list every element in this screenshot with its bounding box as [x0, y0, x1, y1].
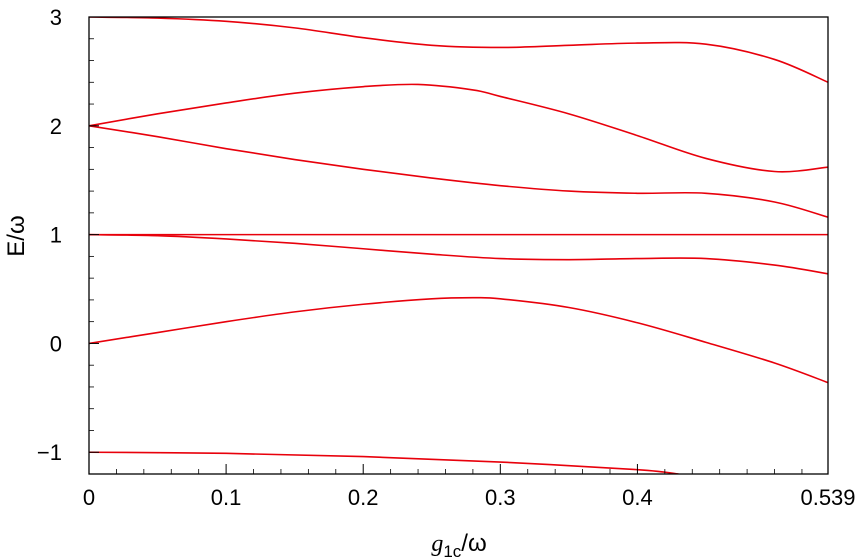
x-tick-label-5: 0.4: [622, 485, 653, 510]
series-line-2: [89, 296, 828, 384]
series-line-4: [89, 233, 828, 275]
y-tick-label-1: −1: [37, 440, 62, 465]
series-layer: [89, 17, 828, 474]
labels-layer: 0 0.1 0.2 0.3 0.4 0.539 −1 0 1 2 3: [37, 5, 856, 510]
series-line-5: [89, 125, 828, 218]
plot-frame: [88, 16, 829, 475]
y-axis-title: E/ω: [3, 215, 30, 256]
x-axis-title-base: g: [431, 531, 443, 557]
series-line-6: [89, 83, 828, 173]
x-axis-title: g1c/ω: [431, 530, 486, 559]
ticks-layer: [88, 16, 829, 474]
x-tick-label-2: 0.1: [211, 485, 242, 510]
series-line-7: [89, 17, 828, 84]
x-tick-label-4: 0.3: [485, 485, 516, 510]
x-tick-label-6: 0.539: [800, 485, 855, 510]
x-tick-label-1: 0: [83, 485, 95, 510]
series-line-1: [89, 451, 679, 474]
y-tick-label-2: 0: [50, 331, 62, 356]
x-tick-label-3: 0.2: [348, 485, 379, 510]
y-axis-title-text: E/ω: [3, 215, 30, 256]
x-axis-title-subscript: 1c: [443, 542, 461, 559]
y-tick-label-5: 3: [50, 5, 62, 30]
x-axis-title-tail: /ω: [461, 530, 486, 557]
y-tick-label-4: 2: [50, 114, 62, 139]
y-tick-label-3: 1: [50, 223, 62, 248]
